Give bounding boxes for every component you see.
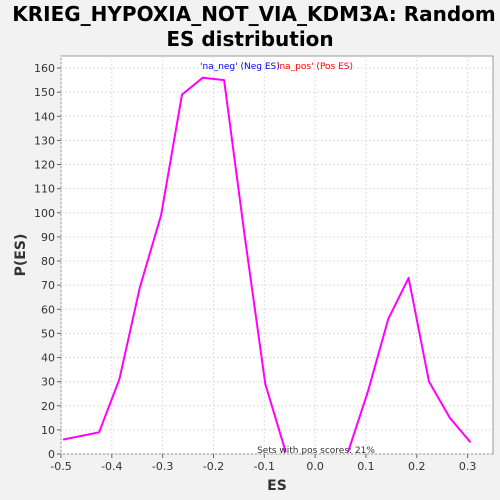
y-tick-label: 130 [34, 134, 55, 147]
data-point [449, 417, 451, 419]
legend: 'na_neg' (Neg ES) 'na_pos' (Pos ES) [200, 62, 353, 72]
data-point [98, 431, 100, 434]
data-point [264, 383, 267, 385]
x-axis-title: ES [267, 478, 287, 494]
grid-lines [60, 56, 493, 455]
legend-entry-neg: 'na_neg' (Neg ES) [200, 62, 280, 72]
x-tick-label: 0.2 [408, 460, 426, 473]
y-tick-label: 0 [48, 448, 55, 461]
y-tick-label: 10 [41, 424, 55, 437]
y-tick-label: 70 [41, 279, 55, 292]
y-tick-label: 30 [41, 376, 55, 389]
y-tick-label: 50 [41, 327, 55, 340]
data-point [223, 79, 225, 81]
data-point [138, 286, 141, 289]
data-point [407, 277, 410, 279]
data-point [387, 318, 390, 320]
data-point [367, 390, 369, 393]
data-point [181, 93, 183, 96]
x-tick-label: -0.2 [203, 460, 224, 473]
legend-entry-pos: 'na_pos' (Pos ES) [277, 62, 353, 72]
data-point [118, 378, 121, 381]
data-point [469, 441, 471, 443]
x-tick-label: -0.4 [101, 460, 122, 473]
x-tick-label: -0.3 [152, 460, 173, 473]
data-point [428, 380, 430, 383]
y-tick-label: 150 [34, 86, 55, 99]
y-tick-label: 140 [34, 110, 55, 123]
data-point [284, 450, 287, 453]
y-tick-label: 20 [41, 400, 55, 413]
chart-title-line1: KRIEG_HYPOXIA_NOT_VIA_KDM3A: Random [12, 2, 495, 26]
x-tick-label: 0.3 [459, 460, 477, 473]
data-point [201, 76, 204, 79]
data-point [62, 438, 65, 441]
data-point [243, 233, 246, 236]
plot-area [60, 55, 494, 455]
y-tick-label: 160 [34, 62, 55, 75]
y-axis-title: P(ES) [13, 234, 29, 277]
series-layer [62, 76, 471, 453]
y-tick-label: 120 [34, 159, 55, 172]
data-point [160, 214, 162, 216]
x-tick-label: -0.1 [254, 460, 275, 473]
x-tick-label: 0.0 [306, 460, 324, 473]
y-tick-label: 90 [41, 231, 55, 244]
y-tick-label: 100 [34, 207, 55, 220]
pos-scores-annotation: Sets with pos scores: 21% [257, 446, 375, 456]
data-point [347, 450, 349, 453]
y-tick-label: 110 [34, 183, 55, 196]
axes: 0 10 20 30 40 50 60 70 80 90 100 110 120 130 140 150 160… [34, 62, 476, 473]
chart-title-line2: ES distribution [166, 27, 333, 51]
x-tick-label: -0.5 [50, 460, 71, 473]
y-tick-label: 40 [41, 352, 55, 365]
y-tick-label: 80 [41, 255, 55, 268]
y-tick-label: 60 [41, 303, 55, 316]
x-tick-label: 0.1 [357, 460, 375, 473]
